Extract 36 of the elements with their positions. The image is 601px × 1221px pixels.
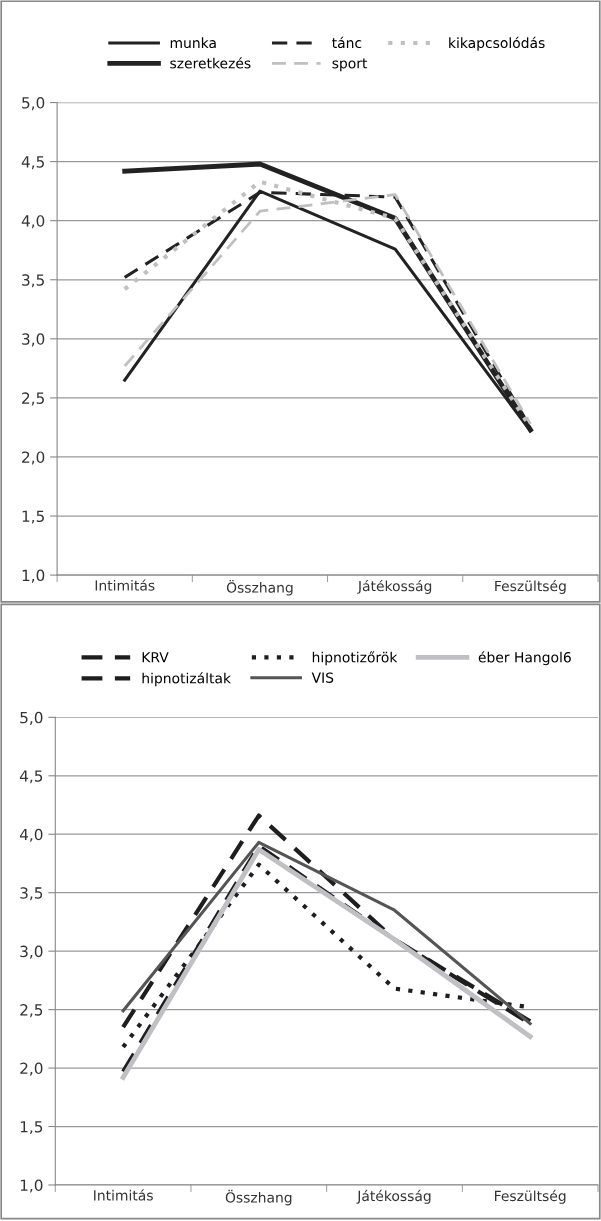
legend-label: hipnotizőrök [312, 651, 398, 666]
y-tick-label: 4,0 [19, 828, 43, 842]
y-tick-label: 1,0 [22, 569, 45, 583]
x-tick-label: Összhang [225, 1189, 292, 1206]
legend-label: tánc [332, 36, 362, 49]
y-tick-label: 2,5 [20, 1004, 43, 1018]
legend-label: szeretkezés [170, 57, 251, 69]
legend-label: éber Hangol6 [478, 651, 571, 666]
y-tick-label: 5,0 [22, 97, 45, 111]
legend-label: sport [332, 58, 368, 72]
x-tick-label: Összhang [226, 579, 293, 596]
y-tick-label: 4,5 [21, 156, 44, 170]
y-tick-label: 4,0 [21, 215, 45, 229]
x-tick-label: Játékosság [356, 1189, 431, 1204]
y-tick-label: 2,0 [22, 451, 45, 465]
y-tick-label: 1,0 [20, 1179, 43, 1193]
legend-label: kikapcsolódás [449, 36, 545, 51]
legend-label: hipnotizáltak [142, 672, 231, 687]
y-tick-label: 2,0 [20, 1062, 43, 1076]
y-tick-label: 5,0 [20, 711, 43, 725]
x-tick-label: Intimitás [94, 1189, 153, 1201]
y-tick-label: 3,0 [20, 945, 43, 959]
x-tick-label: Feszültség [495, 1189, 566, 1204]
y-tick-label: 3,5 [20, 887, 43, 901]
y-tick-label: 1,5 [20, 1121, 43, 1135]
x-tick-label: Intimitás [95, 579, 155, 591]
y-tick-label: 3,0 [22, 333, 45, 347]
legend-label: munka [170, 37, 216, 49]
y-tick-label: 4,5 [19, 770, 43, 784]
legend-label: KRV [142, 652, 169, 663]
legend-label: VIS [311, 672, 334, 683]
y-tick-label: 2,5 [22, 392, 44, 406]
x-tick-label: Játékosság [357, 579, 432, 594]
x-tick-label: Feszültség [495, 579, 566, 594]
y-tick-label: 1,5 [22, 510, 44, 524]
y-tick-label: 3,5 [22, 274, 44, 288]
